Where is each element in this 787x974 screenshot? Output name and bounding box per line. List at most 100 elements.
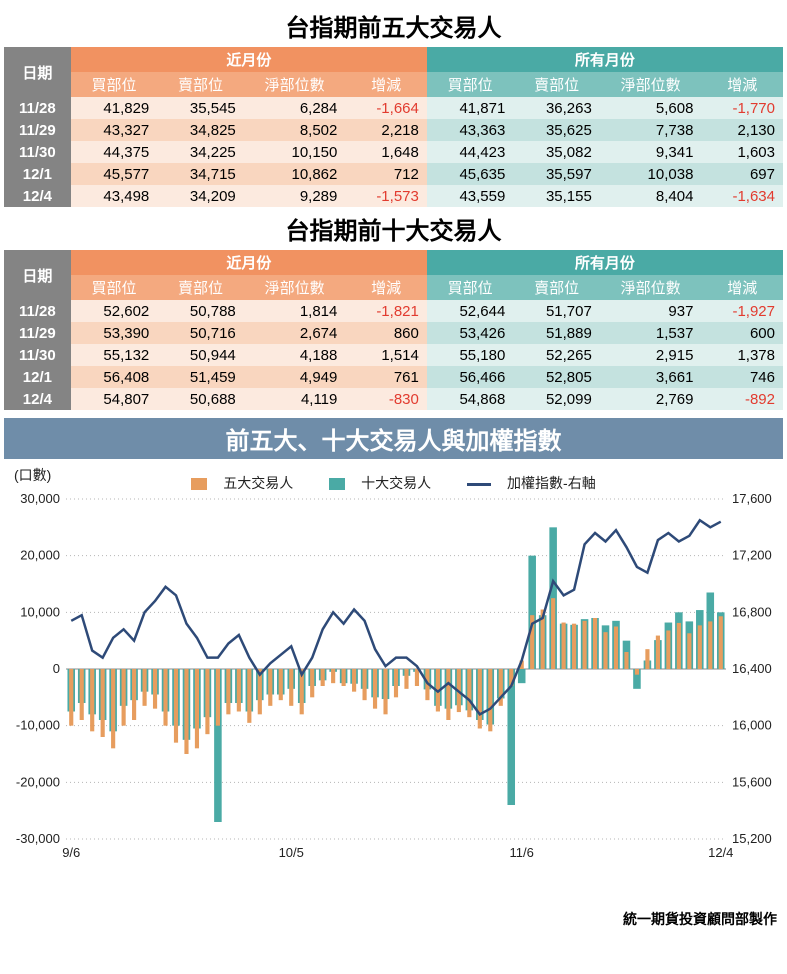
- data-cell: 44,375: [71, 141, 157, 163]
- svg-text:17,600: 17,600: [732, 491, 772, 506]
- t2-date-hdr: 日期: [4, 250, 71, 300]
- data-cell: 1,378: [701, 344, 783, 366]
- data-cell: 600: [701, 322, 783, 344]
- svg-text:-30,000: -30,000: [16, 831, 60, 846]
- col-header: 買部位: [427, 275, 513, 300]
- data-cell: 50,944: [157, 344, 243, 366]
- table1: 日期 近月份 所有月份 買部位賣部位淨部位數增減買部位賣部位淨部位數增減 11/…: [4, 47, 783, 207]
- data-cell: 10,038: [600, 163, 702, 185]
- data-cell: 34,825: [157, 119, 243, 141]
- svg-text:30,000: 30,000: [20, 491, 60, 506]
- data-cell: 9,341: [600, 141, 702, 163]
- data-cell: 4,949: [244, 366, 346, 388]
- col-header: 淨部位數: [244, 275, 346, 300]
- col-header: 賣部位: [513, 275, 599, 300]
- data-cell: 35,155: [513, 185, 599, 207]
- svg-text:16,400: 16,400: [732, 661, 772, 676]
- svg-text:-20,000: -20,000: [16, 774, 60, 789]
- data-cell: 45,577: [71, 163, 157, 185]
- data-cell: 45,635: [427, 163, 513, 185]
- data-cell: 4,119: [244, 388, 346, 410]
- footer-credit: 統一期貨投資顧問部製作: [4, 905, 783, 929]
- data-cell: -1,927: [701, 300, 783, 322]
- date-cell: 11/29: [4, 322, 71, 344]
- legend-ten: 十大交易人: [361, 475, 431, 491]
- data-cell: 53,426: [427, 322, 513, 344]
- svg-text:0: 0: [53, 661, 60, 676]
- data-cell: 937: [600, 300, 702, 322]
- svg-text:12/4: 12/4: [708, 845, 733, 860]
- legend-swatch-five: [191, 478, 207, 490]
- data-cell: 35,625: [513, 119, 599, 141]
- data-cell: 52,265: [513, 344, 599, 366]
- chart-plot: -30,00015,200-20,00015,600-10,00016,0000…: [66, 499, 726, 859]
- svg-text:-10,000: -10,000: [16, 718, 60, 733]
- date-cell: 12/1: [4, 163, 71, 185]
- data-cell: 6,284: [244, 97, 346, 119]
- data-cell: 10,150: [244, 141, 346, 163]
- date-cell: 12/1: [4, 366, 71, 388]
- col-header: 增減: [701, 275, 783, 300]
- svg-text:10,000: 10,000: [20, 604, 60, 619]
- t2-near-hdr: 近月份: [71, 250, 427, 275]
- data-cell: 2,218: [345, 119, 426, 141]
- date-cell: 11/30: [4, 344, 71, 366]
- date-cell: 11/30: [4, 141, 71, 163]
- date-cell: 11/28: [4, 97, 71, 119]
- svg-text:16,800: 16,800: [732, 604, 772, 619]
- data-cell: -1,634: [701, 185, 783, 207]
- data-cell: 54,807: [71, 388, 157, 410]
- data-cell: 34,715: [157, 163, 243, 185]
- col-header: 增減: [701, 72, 783, 97]
- data-cell: 36,263: [513, 97, 599, 119]
- data-cell: 5,608: [600, 97, 702, 119]
- col-header: 淨部位數: [600, 72, 702, 97]
- data-cell: 55,132: [71, 344, 157, 366]
- data-cell: 50,716: [157, 322, 243, 344]
- data-cell: 43,363: [427, 119, 513, 141]
- t2-all-hdr: 所有月份: [427, 250, 783, 275]
- t1-near-hdr: 近月份: [71, 47, 427, 72]
- data-cell: 53,390: [71, 322, 157, 344]
- data-cell: 1,648: [345, 141, 426, 163]
- data-cell: 50,688: [157, 388, 243, 410]
- data-cell: -1,664: [345, 97, 426, 119]
- data-cell: 1,814: [244, 300, 346, 322]
- svg-text:9/6: 9/6: [62, 845, 80, 860]
- data-cell: -830: [345, 388, 426, 410]
- col-header: 買部位: [71, 72, 157, 97]
- data-cell: 56,408: [71, 366, 157, 388]
- svg-text:16,000: 16,000: [732, 718, 772, 733]
- data-cell: 1,514: [345, 344, 426, 366]
- date-cell: 12/4: [4, 185, 71, 207]
- data-cell: 52,602: [71, 300, 157, 322]
- data-cell: 1,537: [600, 322, 702, 344]
- data-cell: -892: [701, 388, 783, 410]
- data-cell: 55,180: [427, 344, 513, 366]
- data-cell: 35,545: [157, 97, 243, 119]
- data-cell: 43,327: [71, 119, 157, 141]
- data-cell: 8,502: [244, 119, 346, 141]
- data-cell: 8,404: [600, 185, 702, 207]
- col-header: 賣部位: [513, 72, 599, 97]
- col-header: 買部位: [71, 275, 157, 300]
- col-header: 淨部位數: [244, 72, 346, 97]
- data-cell: -1,821: [345, 300, 426, 322]
- svg-text:11/6: 11/6: [510, 845, 534, 860]
- data-cell: 56,466: [427, 366, 513, 388]
- chart-title: 前五大、十大交易人與加權指數: [4, 418, 783, 459]
- svg-text:15,200: 15,200: [732, 831, 772, 846]
- data-cell: 51,707: [513, 300, 599, 322]
- data-cell: 34,225: [157, 141, 243, 163]
- col-header: 賣部位: [157, 72, 243, 97]
- data-cell: 44,423: [427, 141, 513, 163]
- chart-area: (口數) 五大交易人 十大交易人 加權指數-右軸 -30,00015,200-2…: [4, 465, 783, 905]
- legend-five: 五大交易人: [223, 475, 293, 491]
- col-header: 淨部位數: [600, 275, 702, 300]
- data-cell: 51,459: [157, 366, 243, 388]
- col-header: 買部位: [427, 72, 513, 97]
- table2: 日期 近月份 所有月份 買部位賣部位淨部位數增減買部位賣部位淨部位數增減 11/…: [4, 250, 783, 410]
- legend-swatch-ten: [329, 478, 345, 490]
- date-cell: 12/4: [4, 388, 71, 410]
- data-cell: 43,498: [71, 185, 157, 207]
